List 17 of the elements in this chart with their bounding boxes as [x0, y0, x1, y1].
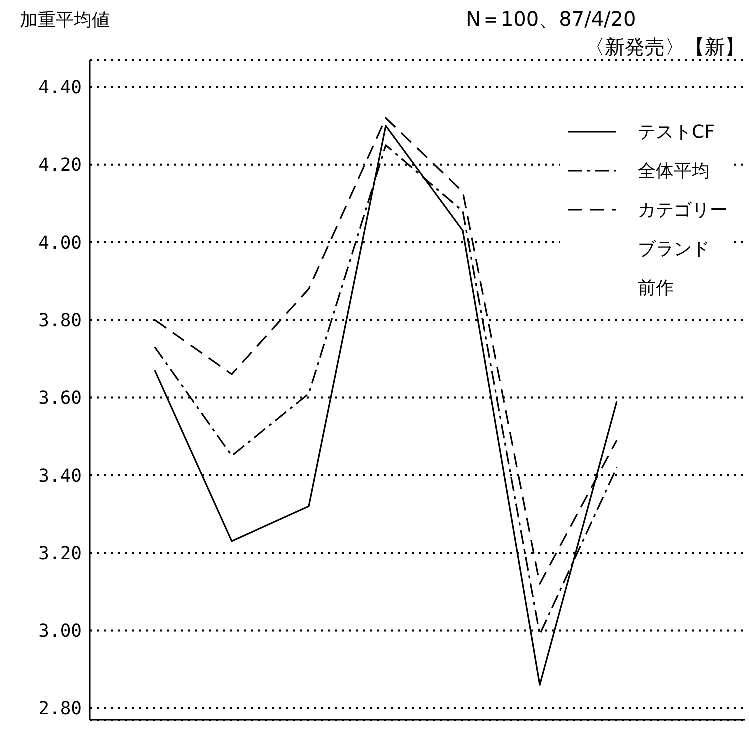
- y-tick-label: 4.20: [38, 155, 82, 176]
- legend-label: カテゴリー: [638, 198, 728, 222]
- legend-label: テストCF: [638, 120, 715, 144]
- y-tick-label: 3.80: [38, 310, 82, 332]
- y-tick-label: 3.20: [38, 543, 82, 564]
- y-tick-label: 3.60: [38, 388, 82, 410]
- y-tick-label: 4.40: [38, 78, 82, 99]
- legend-label: 全体平均: [638, 160, 710, 182]
- y-tick-label: 4.00: [38, 232, 82, 254]
- annotation: 前作: [637, 276, 675, 300]
- text: N＝100、87/4/20: [466, 6, 636, 33]
- y-tick-label: 3.40: [38, 466, 82, 487]
- annotation: ブランド: [637, 238, 711, 262]
- y-tick-label: 2.80: [38, 698, 82, 720]
- text: 〈新発売〉【新】: [585, 34, 745, 61]
- y-tick-label: 3.00: [38, 621, 82, 642]
- y-axis-title: 加重平均値: [20, 9, 110, 32]
